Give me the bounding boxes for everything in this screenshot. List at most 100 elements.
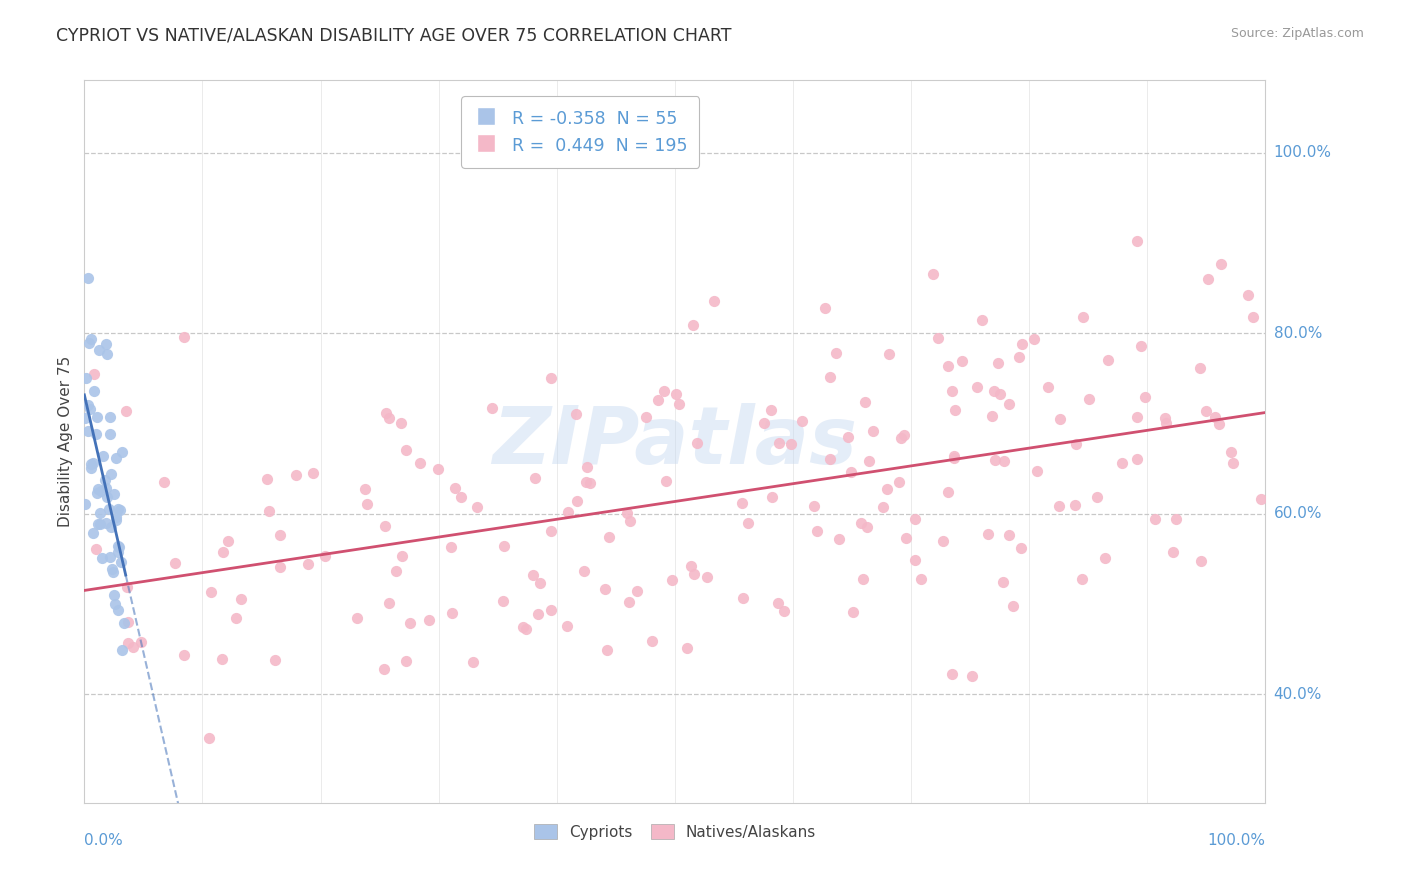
Point bbox=[1133, 390, 1156, 404]
Point bbox=[1071, 310, 1094, 325]
Point bbox=[803, 499, 825, 513]
Point bbox=[540, 524, 562, 538]
Point bbox=[418, 613, 440, 627]
Point bbox=[153, 475, 176, 490]
Point bbox=[988, 387, 1011, 401]
Point bbox=[77, 398, 100, 412]
Point bbox=[86, 409, 108, 424]
Point bbox=[515, 622, 537, 636]
Point bbox=[378, 410, 401, 425]
Point bbox=[1222, 456, 1244, 470]
Point bbox=[524, 470, 547, 484]
Point bbox=[465, 500, 488, 514]
Point bbox=[792, 414, 814, 428]
Point bbox=[84, 542, 107, 557]
Point bbox=[931, 534, 953, 549]
Point bbox=[108, 503, 131, 517]
Point bbox=[107, 540, 129, 554]
Point bbox=[828, 533, 851, 547]
Point bbox=[94, 337, 117, 351]
Point bbox=[77, 270, 100, 285]
Point bbox=[284, 467, 307, 482]
Point bbox=[977, 527, 1000, 541]
Point bbox=[80, 460, 103, 475]
Point bbox=[759, 403, 782, 417]
Point bbox=[858, 454, 880, 468]
Point bbox=[96, 347, 118, 361]
Point bbox=[1219, 445, 1241, 459]
Point bbox=[619, 514, 641, 528]
Point bbox=[842, 605, 865, 619]
Point bbox=[86, 482, 108, 496]
Point bbox=[94, 473, 117, 487]
Point bbox=[104, 509, 127, 524]
Point bbox=[520, 822, 543, 837]
Point bbox=[354, 483, 377, 497]
Point bbox=[211, 545, 233, 559]
Point bbox=[754, 416, 776, 430]
Point bbox=[943, 451, 966, 466]
Point bbox=[852, 573, 875, 587]
Point bbox=[77, 425, 100, 439]
Point bbox=[768, 435, 790, 450]
Point bbox=[103, 588, 125, 602]
Point bbox=[676, 640, 699, 655]
Point bbox=[225, 610, 247, 624]
Point bbox=[1144, 511, 1167, 525]
Point bbox=[987, 356, 1010, 370]
Point bbox=[818, 369, 841, 384]
Point bbox=[443, 481, 465, 495]
Point bbox=[87, 343, 110, 357]
Point bbox=[75, 411, 97, 425]
Text: 40.0%: 40.0% bbox=[1274, 687, 1322, 702]
Point bbox=[173, 648, 195, 663]
Point bbox=[100, 519, 122, 533]
Point bbox=[98, 549, 121, 564]
Point bbox=[111, 445, 134, 459]
Point bbox=[877, 347, 900, 361]
Point bbox=[876, 482, 898, 496]
Point bbox=[96, 491, 118, 505]
Point bbox=[98, 409, 121, 424]
Point bbox=[1166, 512, 1188, 526]
Point bbox=[1154, 416, 1177, 430]
Point bbox=[943, 449, 966, 463]
Point bbox=[941, 666, 963, 681]
Point bbox=[893, 427, 915, 442]
Point bbox=[1125, 451, 1147, 466]
Point bbox=[1064, 436, 1087, 450]
Point bbox=[970, 313, 993, 327]
Point bbox=[314, 549, 336, 564]
Point bbox=[1153, 410, 1175, 425]
Point bbox=[890, 431, 912, 445]
Point bbox=[440, 540, 463, 554]
Point bbox=[1188, 361, 1211, 376]
Point bbox=[529, 575, 551, 590]
Point bbox=[555, 619, 578, 633]
Point bbox=[806, 524, 828, 538]
Point bbox=[399, 616, 422, 631]
Point bbox=[89, 517, 111, 532]
Point bbox=[960, 669, 983, 683]
Point bbox=[655, 474, 678, 488]
Point bbox=[1126, 235, 1149, 249]
Point bbox=[105, 450, 128, 465]
Text: 80.0%: 80.0% bbox=[1274, 326, 1322, 341]
Point bbox=[1211, 257, 1233, 271]
Text: 100.0%: 100.0% bbox=[1274, 145, 1331, 160]
Point bbox=[904, 553, 927, 567]
Point bbox=[111, 643, 134, 657]
Point bbox=[853, 394, 876, 409]
Point bbox=[269, 560, 291, 574]
Point bbox=[1070, 572, 1092, 586]
Point bbox=[79, 402, 101, 417]
Point bbox=[703, 293, 725, 308]
Text: CYPRIOT VS NATIVE/ALASKAN DISABILITY AGE OVER 75 CORRELATION CHART: CYPRIOT VS NATIVE/ALASKAN DISABILITY AGE… bbox=[56, 27, 731, 45]
Point bbox=[1036, 380, 1059, 394]
Point bbox=[103, 487, 125, 501]
Point bbox=[1011, 336, 1033, 351]
Point bbox=[641, 634, 664, 648]
Point bbox=[679, 559, 702, 574]
Point bbox=[665, 386, 688, 401]
Point bbox=[527, 607, 550, 621]
